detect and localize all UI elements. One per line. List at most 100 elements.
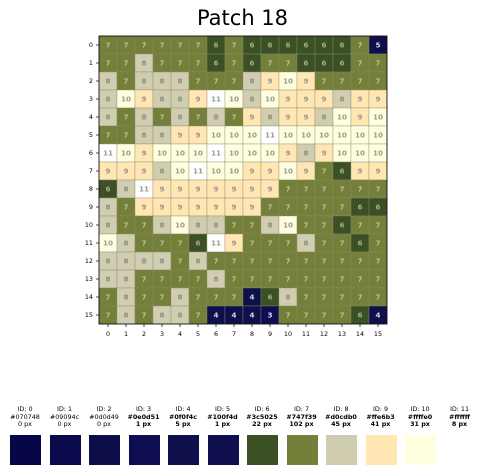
- cell-value-label: 8: [105, 257, 110, 266]
- cell-value-label: 7: [321, 239, 326, 248]
- cell-value-label: 8: [303, 239, 308, 248]
- cell-value-label: 8: [177, 311, 182, 320]
- y-tick-label: 8: [89, 185, 93, 193]
- legend-id-label: ID: 7: [293, 405, 310, 413]
- y-tick-label: 7: [89, 167, 93, 175]
- cell-value-label: 7: [357, 275, 362, 284]
- cell-value-label: 7: [231, 41, 236, 50]
- x-tick-label: 13: [338, 330, 346, 338]
- legend-count-label: 31 px: [410, 420, 430, 428]
- legend-hex-label: #ffffe0: [407, 412, 433, 421]
- cell-value-label: 7: [195, 311, 200, 320]
- legend-entry: ID: 6 #3c5025 22 px: [242, 405, 282, 465]
- cell-value-label: 7: [339, 293, 344, 302]
- cell-value-label: 9: [285, 113, 290, 122]
- cell-value-label: 7: [195, 59, 200, 68]
- cell-value-label: 7: [375, 239, 380, 248]
- cell-value-label: 7: [231, 275, 236, 284]
- patch-heatmap: 7 7 7 7 7 7 6 7 6 6 6 6 6 6 7 5 7 7 8 7 7 7 6 7 6 7 7 6 6 6 7 7 8 7 8 8 8 7 7 7…: [85, 35, 388, 338]
- cell-value-label: 7: [303, 311, 308, 320]
- legend-count-label: 8 px: [451, 420, 468, 428]
- cell-value-label: 9: [141, 203, 146, 212]
- cell-value-label: 7: [231, 257, 236, 266]
- cell-value-label: 6: [303, 59, 308, 68]
- cell-value-label: 10: [337, 113, 347, 122]
- legend-hex-label: #747f39: [286, 412, 317, 421]
- cell-value-label: 10: [301, 131, 311, 140]
- cell-value-label: 10: [265, 95, 275, 104]
- cell-value-label: 7: [339, 203, 344, 212]
- cell-value-label: 4: [375, 311, 380, 320]
- cell-value-label: 6: [339, 167, 344, 176]
- legend-swatch: [405, 435, 436, 465]
- cell-value-label: 7: [357, 185, 362, 194]
- legend-hex-label: #0d0d49: [89, 412, 119, 421]
- cell-value-label: 7: [195, 77, 200, 86]
- legend-count-label: 0 px: [18, 420, 32, 428]
- legend-swatch: [444, 435, 476, 465]
- cell-value-label: 7: [375, 221, 380, 230]
- cell-value-label: 8: [159, 257, 164, 266]
- cell-value-label: 8: [141, 113, 146, 122]
- cell-value-label: 9: [303, 167, 308, 176]
- cell-value-label: 7: [267, 275, 272, 284]
- legend-id-label: ID: 9: [372, 405, 389, 413]
- cell-value-label: 8: [141, 59, 146, 68]
- cell-value-label: 7: [123, 113, 128, 122]
- y-tick-label: 12: [85, 257, 93, 265]
- cell-value-label: 7: [321, 311, 326, 320]
- cell-value-label: 7: [177, 257, 182, 266]
- cell-value-label: 6: [249, 59, 254, 68]
- cell-value-label: 8: [141, 131, 146, 140]
- cell-value-label: 8: [303, 149, 308, 158]
- legend-hex-label: #100f4d: [207, 412, 238, 421]
- legend-hex-label: #ffe6b3: [366, 412, 395, 421]
- y-tick-label: 6: [89, 149, 93, 157]
- cell-value-label: 7: [159, 41, 164, 50]
- cell-value-label: 8: [195, 221, 200, 230]
- legend-entry: ID: 7 #747f39 102 px: [282, 405, 322, 465]
- cell-value-label: 9: [303, 95, 308, 104]
- cell-value-label: 10: [337, 131, 347, 140]
- cell-value-label: 6: [321, 59, 326, 68]
- cell-value-label: 9: [267, 167, 272, 176]
- cell-value-label: 4: [249, 293, 254, 302]
- cell-value-label: 10: [373, 131, 383, 140]
- cell-value-label: 7: [303, 203, 308, 212]
- legend-id-label: ID: 5: [214, 405, 231, 413]
- x-tick-label: 0: [106, 330, 110, 338]
- legend-swatch: [168, 435, 199, 465]
- cell-value-label: 9: [105, 167, 110, 176]
- cell-value-label: 7: [267, 257, 272, 266]
- y-tick-label: 14: [85, 293, 93, 301]
- cell-value-label: 8: [177, 293, 182, 302]
- legend-entry: ID: 5 #100f4d 1 px: [203, 405, 243, 465]
- cell-value-label: 8: [267, 221, 272, 230]
- cell-value-label: 7: [249, 221, 254, 230]
- cell-value-label: 8: [123, 239, 128, 248]
- legend-count-label: 45 px: [331, 420, 351, 428]
- y-tick-label: 10: [85, 221, 93, 229]
- cell-value-label: 9: [249, 113, 254, 122]
- cell-value-label: 10: [157, 149, 167, 158]
- cell-value-label: 7: [177, 41, 182, 50]
- cell-value-label: 7: [141, 275, 146, 284]
- cell-value-label: 7: [141, 311, 146, 320]
- x-tick-label: 10: [284, 330, 292, 338]
- cell-value-label: 9: [285, 95, 290, 104]
- x-tick-label: 11: [302, 330, 310, 338]
- color-legend: ID: 0 #070748 0 px ID: 1 #09094c 0 px ID: 2 #0d…: [0, 405, 485, 475]
- legend-id-label: ID: 4: [175, 405, 191, 413]
- y-tick-label: 5: [89, 131, 93, 139]
- x-tick-label: 7: [232, 330, 236, 338]
- cell-value-label: 4: [213, 311, 218, 320]
- legend-swatch: [286, 435, 318, 465]
- cell-value-label: 7: [105, 59, 110, 68]
- cell-value-label: 7: [321, 167, 326, 176]
- cell-value-label: 10: [355, 131, 365, 140]
- y-tick-label: 11: [85, 239, 93, 247]
- cell-value-label: 8: [159, 131, 164, 140]
- cell-value-label: 8: [321, 113, 326, 122]
- cell-value-label: 6: [357, 239, 362, 248]
- cell-value-label: 6: [357, 311, 362, 320]
